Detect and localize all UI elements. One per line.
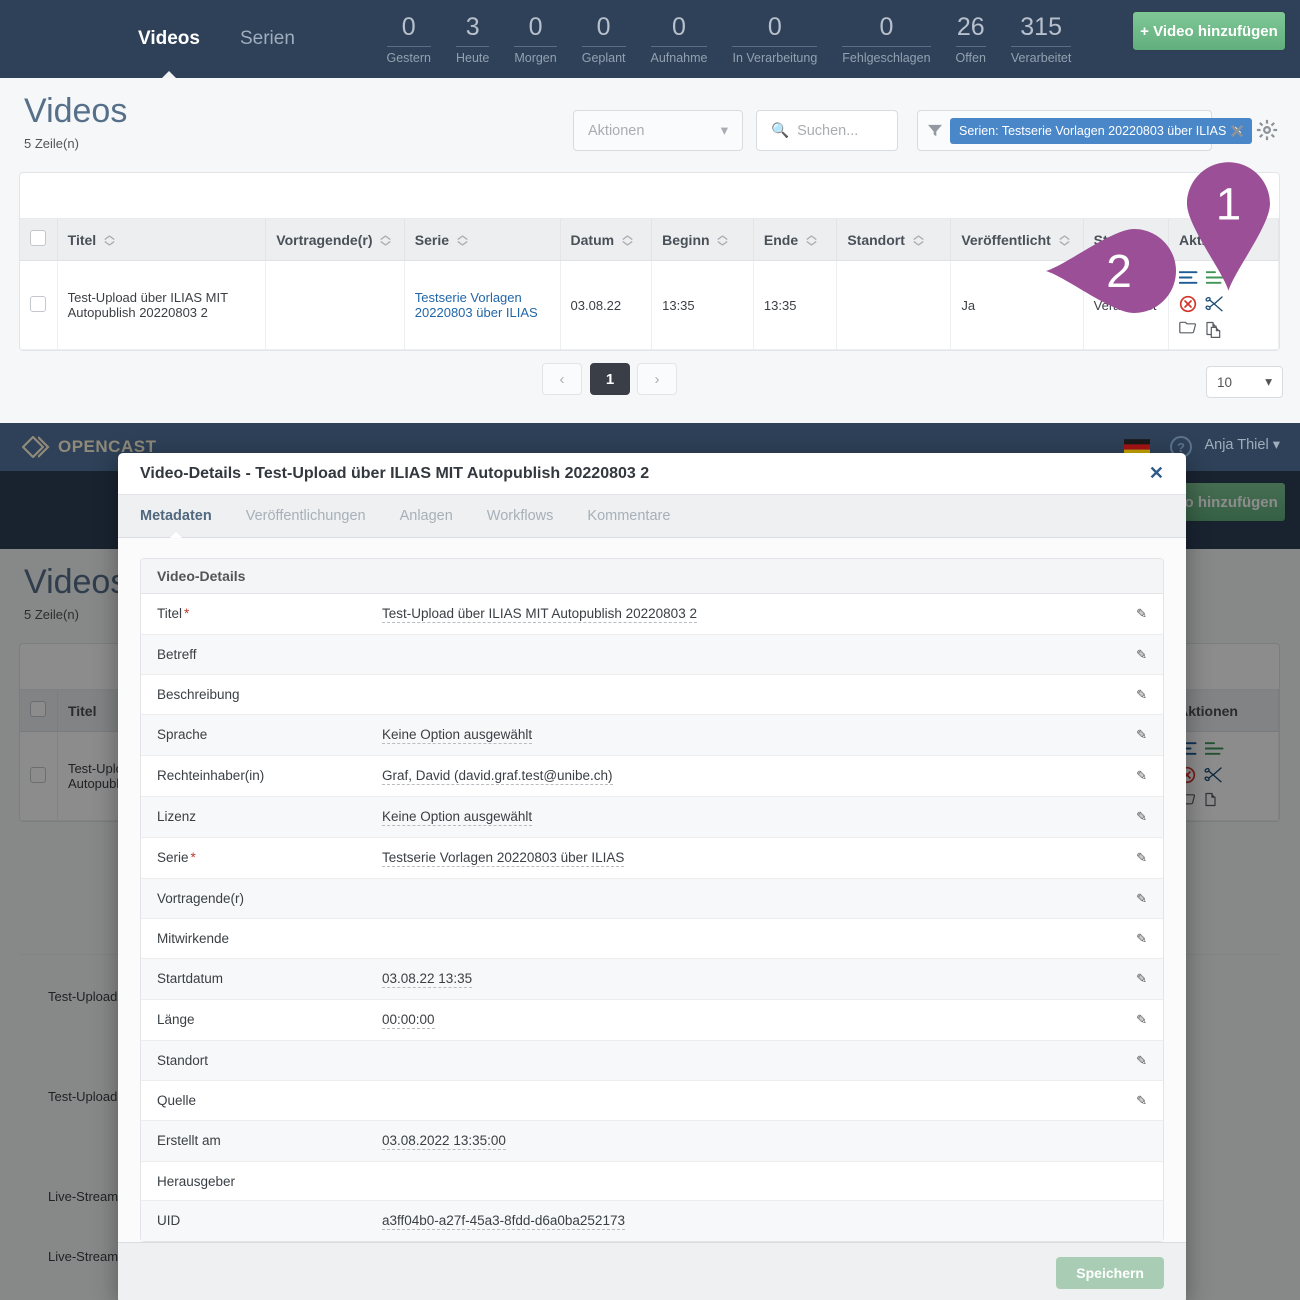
svg-text:1: 1	[1216, 179, 1241, 230]
svg-text:2: 2	[1106, 245, 1132, 297]
